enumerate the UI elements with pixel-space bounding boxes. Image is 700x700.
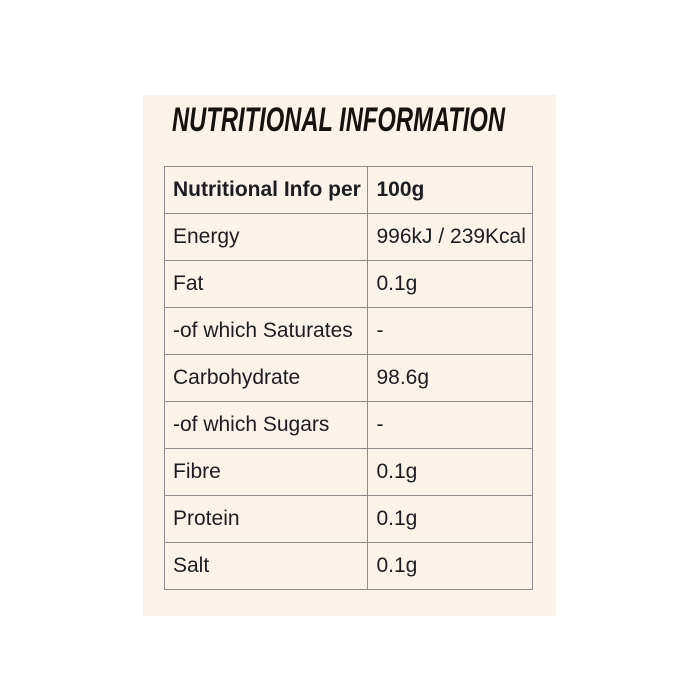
svg-text:NUTRITIONAL INFORMATION: NUTRITIONAL INFORMATION	[172, 101, 506, 139]
